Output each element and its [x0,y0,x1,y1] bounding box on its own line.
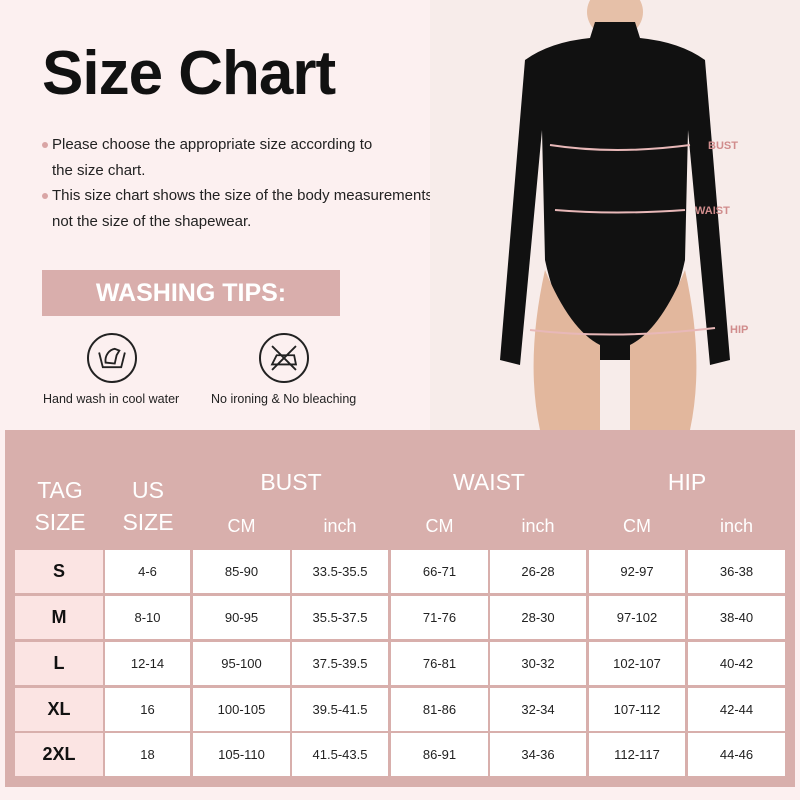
table-cell: 42-44 [688,688,785,731]
note-text: Please choose the appropriate size accor… [52,136,373,153]
table-cell: 8-10 [105,596,190,639]
tip-label: Hand wash in cool water [43,392,180,406]
table-cell: 16 [105,688,190,731]
subheader-cm: CM [425,516,454,536]
table-cell: 112-117 [589,733,685,776]
header-waist: WAIST [453,469,525,495]
table-cell: 4-6 [105,550,190,593]
table-cell: 35.5-37.5 [292,596,388,639]
table-cell: 86-91 [391,733,488,776]
table-cell: 107-112 [589,688,685,731]
size-cell: L [15,642,103,685]
header-us-size: US SIZE [122,477,174,535]
size-cell: 2XL [15,733,103,776]
table-cell: 34-36 [490,733,586,776]
header-tag-size: TAG SIZE [34,477,86,535]
table-cell: 81-86 [391,688,488,731]
subheader-cm: CM [623,516,651,536]
washing-tips-banner: WASHING TIPS: [42,270,340,316]
table-cell: 102-107 [589,642,685,685]
table-cell: 30-32 [490,642,586,685]
model-photo: BUST WAIST HIP [430,0,800,430]
table-cell: 44-46 [688,733,785,776]
hip-label: HIP [730,324,749,336]
bust-label: BUST [708,140,738,152]
table-cell: 105-110 [193,733,290,776]
hand-wash-icon [87,333,137,383]
no-iron-icon [259,333,309,383]
table-cell: 33.5-35.5 [292,550,388,593]
note-text: This size chart shows the size of the bo… [52,187,438,204]
subheader-inch: inch [719,516,754,536]
table-cell: 12-14 [105,642,190,685]
table-cell: 37.5-39.5 [292,642,388,685]
page-title: Size Chart [42,39,336,108]
subheader-inch: inch [521,516,555,536]
table-cell: 100-105 [193,688,290,731]
table-cell: 85-90 [193,550,290,593]
table-cell: 41.5-43.5 [292,733,388,776]
size-table: TAG SIZE US SIZE BUST WAIST HIP CM inch CM in… [5,430,795,787]
table-cell: 36-38 [688,550,785,593]
note-text: the size chart. [52,162,146,179]
waist-label: WAIST [695,205,730,217]
header-hip: HIP [667,469,707,495]
table-cell: 18 [105,733,190,776]
table-cell: 97-102 [589,596,685,639]
table-cell: 76-81 [391,642,488,685]
size-cell: S [15,550,103,593]
table-cell: 40-42 [688,642,785,685]
size-cell: XL [15,688,103,731]
table-cell: 92-97 [589,550,685,593]
tip-label: No ironing & No bleaching [211,392,357,406]
table-cell: 95-100 [193,642,290,685]
table-cell: 39.5-41.5 [292,688,388,731]
table-cell: 32-34 [490,688,586,731]
subheader-inch: inch [323,516,357,536]
note-1: Please choose the appropriate size accor… [42,132,372,184]
note-text: not the size of the shapewear. [52,213,252,230]
bullet-icon [42,193,48,200]
note-2: This size chart shows the size of the bo… [42,183,437,235]
table-cell: 90-95 [193,596,290,639]
table-cell: 26-28 [490,550,586,593]
bullet-icon [42,142,48,149]
table-cell: 71-76 [391,596,488,639]
table-cell: 38-40 [688,596,785,639]
table-cell: 28-30 [490,596,586,639]
header-bust: BUST [260,469,322,495]
subheader-cm: CM [227,516,256,536]
table-cell: 66-71 [391,550,488,593]
size-cell: M [15,596,103,639]
